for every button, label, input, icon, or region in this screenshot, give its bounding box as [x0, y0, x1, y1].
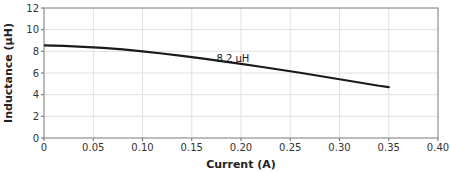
y-grid-line [44, 51, 438, 52]
y-grid-line [44, 116, 438, 117]
plot-frame [44, 8, 438, 138]
y-tick-label: 8 [33, 46, 39, 57]
chart: 0 0.05 0.10 0.15 0.20 0.25 0.30 0.35 0.40 0 2 4 6 8 10… [0, 0, 450, 172]
x-tick-label: 0.30 [328, 142, 350, 153]
line [44, 45, 389, 87]
y-tick-label: 6 [33, 68, 39, 79]
series [44, 45, 389, 87]
x-tick-label: 0 [41, 142, 47, 153]
x-tick-label: 0.40 [427, 142, 449, 153]
x-tick-label: 0.10 [131, 142, 153, 153]
y-tick-label: 0 [33, 133, 39, 144]
y-tick-label: 10 [26, 24, 39, 35]
y-tick-label: 12 [26, 3, 39, 14]
y-grid-line [44, 29, 438, 30]
x-tick-label: 0.15 [181, 142, 203, 153]
y-axis-label: Inductance (μH) [2, 23, 15, 123]
y-grid-line [44, 73, 438, 74]
x-tick-label: 0.05 [82, 142, 104, 153]
annotation: 8.2 μH [216, 53, 249, 64]
y-grid-line [44, 94, 438, 95]
y-tick-label: 2 [33, 111, 39, 122]
x-axis-label: Current (A) [206, 158, 276, 171]
x-tick-label: 0.25 [279, 142, 301, 153]
x-tick-label: 0.35 [378, 142, 400, 153]
axes: 0 0.05 0.10 0.15 0.20 0.25 0.30 0.35 0.40 0 2 4 6 8 10… [26, 3, 449, 154]
x-tick-label: 0.20 [230, 142, 252, 153]
y-tick-label: 4 [33, 89, 39, 100]
grid [44, 8, 438, 138]
